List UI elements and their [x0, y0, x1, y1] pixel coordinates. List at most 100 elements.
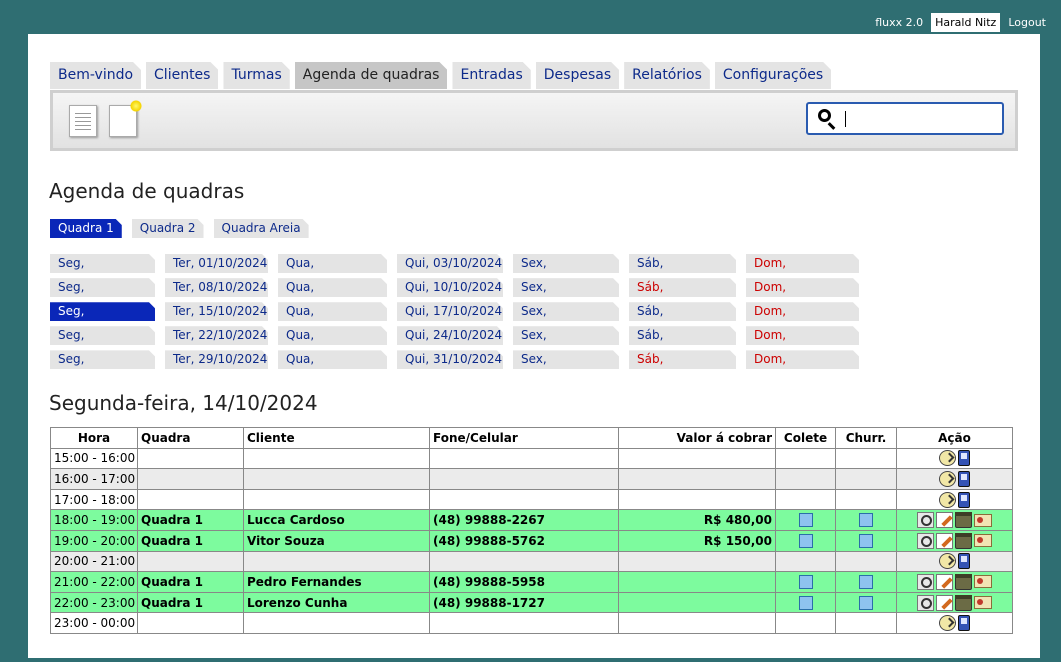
phone-booking-icon[interactable]: [958, 615, 970, 632]
schedule-clock-icon[interactable]: [939, 491, 956, 508]
delete-icon[interactable]: [955, 573, 972, 590]
date-cell[interactable]: Dom, 20/10/2024: [746, 302, 859, 321]
client-card-icon[interactable]: [974, 534, 992, 548]
date-cell[interactable]: Sáb, 12/10/2024: [629, 278, 736, 297]
tab-entradas[interactable]: Entradas: [452, 62, 530, 89]
cell-valor: [618, 571, 776, 593]
date-cell[interactable]: Qui, 24/10/2024: [397, 326, 503, 345]
tab-clientes[interactable]: Clientes: [146, 62, 218, 89]
schedule-clock-icon[interactable]: [939, 553, 956, 570]
tab-relatorios[interactable]: Relatórios: [624, 62, 710, 89]
date-cell[interactable]: Qua, 09/10/2024: [278, 278, 387, 297]
tab-configuracoes[interactable]: Configurações: [715, 62, 831, 89]
date-cell[interactable]: Ter, 08/10/2024: [165, 278, 268, 297]
client-card-icon[interactable]: [974, 596, 992, 610]
cell-acao: [896, 468, 1013, 490]
date-cell[interactable]: Seg, 14/10/2024: [50, 302, 155, 321]
schedule-clock-icon[interactable]: [939, 470, 956, 487]
delete-icon[interactable]: [955, 512, 972, 529]
schedule-clock-icon[interactable]: [939, 450, 956, 467]
tab-agenda-de-quadras[interactable]: Agenda de quadras: [295, 62, 448, 89]
date-cell[interactable]: Dom, 03/11/2024: [746, 350, 859, 369]
date-cell[interactable]: Dom, 13/10/2024: [746, 278, 859, 297]
cell-acao: [896, 591, 1013, 614]
date-cell[interactable]: Qua, 16/10/2024: [278, 302, 387, 321]
table-row: 15:00 - 16:00: [50, 447, 1013, 470]
colete-checkbox[interactable]: [798, 575, 813, 590]
phone-booking-icon[interactable]: [958, 553, 970, 570]
date-cell[interactable]: Qui, 17/10/2024: [397, 302, 503, 321]
edit-icon[interactable]: [936, 573, 953, 590]
cell-quadra: Quadra 1: [137, 571, 244, 593]
date-cell[interactable]: Sáb, 26/10/2024: [629, 326, 736, 345]
date-row: Seg, 21/10/2024 Ter, 22/10/2024 Qua, 23/10…: [50, 326, 859, 350]
tab-despesas[interactable]: Despesas: [536, 62, 619, 89]
court-tab-quadra-1[interactable]: Quadra 1: [50, 219, 122, 238]
delete-icon[interactable]: [955, 532, 972, 549]
date-cell[interactable]: Ter, 29/10/2024: [165, 350, 268, 369]
phone-booking-icon[interactable]: [958, 470, 970, 487]
table-row: 17:00 - 18:00: [50, 488, 1013, 511]
date-cell[interactable]: Dom, 06/10/2024: [746, 254, 859, 273]
phone-booking-icon[interactable]: [958, 450, 970, 467]
colete-checkbox[interactable]: [798, 595, 813, 610]
date-cell[interactable]: Ter, 01/10/2024: [165, 254, 268, 273]
edit-icon[interactable]: [936, 532, 953, 549]
churrasqueira-checkbox[interactable]: [859, 595, 873, 610]
date-cell[interactable]: Qua, 30/10/2024: [278, 350, 387, 369]
edit-icon[interactable]: [936, 594, 953, 611]
date-cell[interactable]: Qui, 10/10/2024: [397, 278, 503, 297]
date-cell[interactable]: Sáb, 19/10/2024: [629, 302, 736, 321]
edit-icon[interactable]: [936, 512, 953, 529]
date-cell[interactable]: Seg, 07/10/2024: [50, 278, 155, 297]
colete-checkbox[interactable]: [798, 534, 813, 549]
colete-checkbox[interactable]: [798, 513, 813, 528]
date-cell[interactable]: Sex, 04/10/2024: [513, 254, 619, 273]
date-cell[interactable]: Dom, 27/10/2024: [746, 326, 859, 345]
document-list-icon[interactable]: [69, 105, 97, 137]
cell-quadra: Quadra 1: [137, 591, 244, 614]
view-icon[interactable]: [917, 532, 934, 549]
delete-icon[interactable]: [955, 594, 972, 611]
date-cell[interactable]: Qua, 23/10/2024: [278, 326, 387, 345]
date-cell[interactable]: Qui, 03/10/2024: [397, 254, 503, 273]
date-cell[interactable]: Ter, 15/10/2024: [165, 302, 268, 321]
churrasqueira-checkbox[interactable]: [859, 575, 873, 590]
churrasqueira-checkbox[interactable]: [859, 534, 873, 549]
phone-booking-icon[interactable]: [958, 491, 970, 508]
tab-bem-vindo[interactable]: Bem-vindo: [50, 62, 141, 89]
search-icon: [818, 109, 831, 122]
date-cell[interactable]: Qui, 31/10/2024: [397, 350, 503, 369]
view-icon[interactable]: [917, 512, 934, 529]
date-cell[interactable]: Qua, 02/10/2024: [278, 254, 387, 273]
cell-cliente: Lucca Cardoso: [243, 509, 430, 531]
search-input[interactable]: [806, 102, 1004, 135]
logout-link[interactable]: Logout: [1008, 15, 1046, 29]
date-cell[interactable]: Ter, 22/10/2024: [165, 326, 268, 345]
date-cell[interactable]: Seg, 28/10/2024: [50, 350, 155, 369]
cell-valor: R$ 480,00: [618, 509, 776, 531]
client-card-icon[interactable]: [974, 513, 992, 527]
cell-hora: 21:00 - 22:00: [50, 571, 138, 593]
schedule-clock-icon[interactable]: [939, 615, 956, 632]
cell-fone: [429, 612, 619, 634]
tab-turmas[interactable]: Turmas: [223, 62, 289, 89]
view-icon[interactable]: [917, 573, 934, 590]
date-cell[interactable]: Sex, 25/10/2024: [513, 326, 619, 345]
date-cell[interactable]: Sex, 11/10/2024: [513, 278, 619, 297]
court-tab-quadra-areia[interactable]: Quadra Areia: [214, 219, 309, 238]
view-icon[interactable]: [917, 594, 934, 611]
court-tab-quadra-2[interactable]: Quadra 2: [132, 219, 204, 238]
new-document-icon[interactable]: [109, 100, 142, 137]
date-cell[interactable]: Sáb, 02/11/2024: [629, 350, 736, 369]
date-cell[interactable]: Sex, 01/11/2024: [513, 350, 619, 369]
table-row: 16:00 - 17:00: [50, 468, 1013, 490]
cell-valor: [618, 591, 776, 614]
client-card-icon[interactable]: [974, 575, 992, 589]
date-cell[interactable]: Seg, 30/09/2024: [50, 254, 155, 273]
churrasqueira-checkbox[interactable]: [859, 513, 873, 528]
date-cell[interactable]: Seg, 21/10/2024: [50, 326, 155, 345]
user-name[interactable]: Harald Nitz: [931, 12, 1001, 32]
date-cell[interactable]: Sex, 18/10/2024: [513, 302, 619, 321]
date-cell[interactable]: Sáb, 05/10/2024: [629, 254, 736, 273]
